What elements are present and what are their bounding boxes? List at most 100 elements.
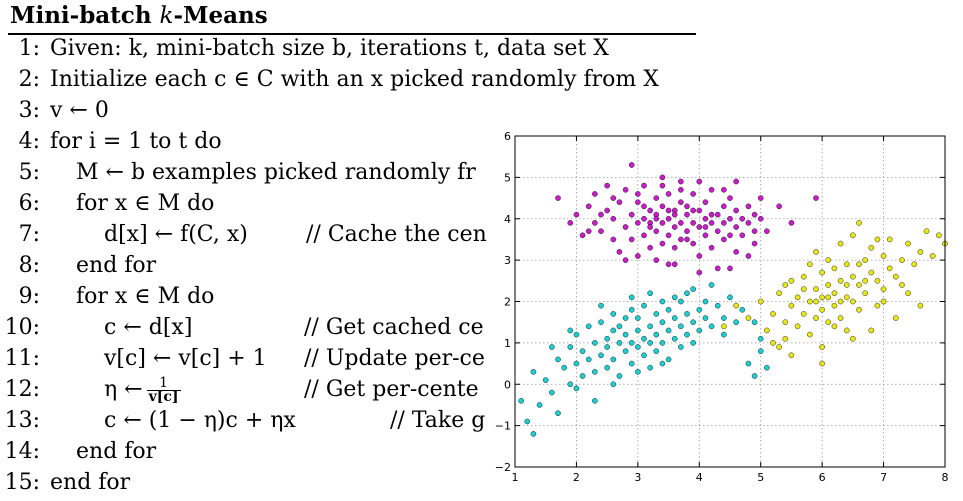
y-tick-label: 2 xyxy=(504,296,511,309)
data-point xyxy=(776,203,782,210)
data-point xyxy=(561,364,567,371)
data-point xyxy=(850,273,856,280)
title-prefix: Mini-batch xyxy=(10,2,160,29)
line-number: 1: xyxy=(18,36,40,61)
data-point xyxy=(598,352,604,359)
data-point xyxy=(825,319,832,325)
data-point xyxy=(751,373,758,379)
data-point xyxy=(604,335,610,342)
data-point xyxy=(819,360,825,367)
data-point xyxy=(788,352,795,359)
data-point xyxy=(819,269,825,276)
data-point xyxy=(641,215,647,222)
line-code: M ← b examples picked randomly fr xyxy=(76,158,476,188)
data-point xyxy=(739,215,746,222)
data-point xyxy=(567,327,574,334)
data-point xyxy=(800,273,807,280)
data-point xyxy=(635,199,641,205)
data-point xyxy=(684,236,690,243)
data-point xyxy=(837,315,844,321)
data-point xyxy=(592,369,598,375)
data-point xyxy=(622,315,629,321)
line-code: η ← 1 v[c] xyxy=(104,375,181,405)
data-point xyxy=(721,220,727,226)
data-point xyxy=(653,228,660,234)
data-point xyxy=(714,265,721,272)
data-point xyxy=(635,327,641,334)
data-point xyxy=(800,311,807,317)
data-point xyxy=(751,240,758,247)
data-point xyxy=(659,340,666,346)
data-point xyxy=(653,348,660,354)
data-point xyxy=(874,236,881,243)
data-point xyxy=(708,211,715,218)
data-point xyxy=(659,240,666,247)
line-code: c ← (1 − η)c + ηx xyxy=(104,406,296,436)
data-point xyxy=(659,203,666,210)
data-point xyxy=(567,381,574,388)
data-point xyxy=(696,178,703,185)
data-point xyxy=(868,269,875,276)
data-point xyxy=(659,319,666,325)
data-point xyxy=(592,340,598,346)
algorithm-line: 4: for i = 1 to t do xyxy=(0,127,963,157)
data-point xyxy=(684,290,690,297)
data-point xyxy=(641,232,647,239)
data-point xyxy=(794,323,801,330)
data-point xyxy=(518,397,524,404)
data-point xyxy=(671,244,678,251)
data-point xyxy=(757,335,764,342)
data-point xyxy=(702,224,709,230)
data-point xyxy=(604,344,610,350)
data-point xyxy=(905,240,911,247)
line-number: 3: xyxy=(18,98,40,123)
data-point xyxy=(745,220,752,226)
data-point xyxy=(788,278,795,284)
data-point xyxy=(868,244,875,251)
line-text: end for xyxy=(50,470,131,495)
line-number: 9: xyxy=(18,284,40,309)
data-point xyxy=(598,228,604,234)
data-point xyxy=(659,298,666,305)
algorithm-line: 3: v ← 0 xyxy=(0,96,963,126)
algorithm-line: 7: d[x] ← f(C, x) // Cache the cen xyxy=(0,220,963,250)
line-text: η ← xyxy=(104,377,143,402)
data-point xyxy=(647,323,653,330)
line-code: end for xyxy=(76,437,156,467)
data-point xyxy=(659,220,666,226)
data-point xyxy=(807,261,813,268)
data-point xyxy=(721,236,727,243)
data-point xyxy=(868,327,875,334)
data-point xyxy=(536,402,543,408)
line-text: d[x] ← f(C, x) xyxy=(104,222,248,247)
data-point xyxy=(819,344,825,350)
algorithm-title: Mini-batch k-Means xyxy=(10,2,268,29)
data-point xyxy=(616,373,623,379)
data-point xyxy=(684,311,690,317)
data-point xyxy=(917,249,924,255)
line-comment: // Take g xyxy=(390,408,486,433)
line-code: for i = 1 to t do xyxy=(50,127,222,157)
data-point xyxy=(573,211,580,218)
data-point xyxy=(862,257,868,263)
data-point xyxy=(733,249,739,255)
data-point xyxy=(665,306,672,313)
fraction-numerator: 1 xyxy=(146,376,181,391)
title-k: k xyxy=(159,3,174,29)
line-comment: // Get per-cente xyxy=(304,377,479,402)
data-point xyxy=(610,381,617,388)
data-point xyxy=(923,228,930,234)
data-point xyxy=(727,294,733,301)
data-point xyxy=(616,323,623,330)
data-point xyxy=(708,244,715,251)
data-point xyxy=(622,186,629,193)
data-point xyxy=(635,220,641,226)
y-tick-label: −2 xyxy=(495,461,511,474)
algorithm-line: 15: end for xyxy=(0,468,963,498)
data-point xyxy=(622,331,629,338)
data-point xyxy=(886,236,893,243)
data-point xyxy=(776,344,782,350)
data-point xyxy=(671,294,678,301)
data-point xyxy=(807,298,813,305)
